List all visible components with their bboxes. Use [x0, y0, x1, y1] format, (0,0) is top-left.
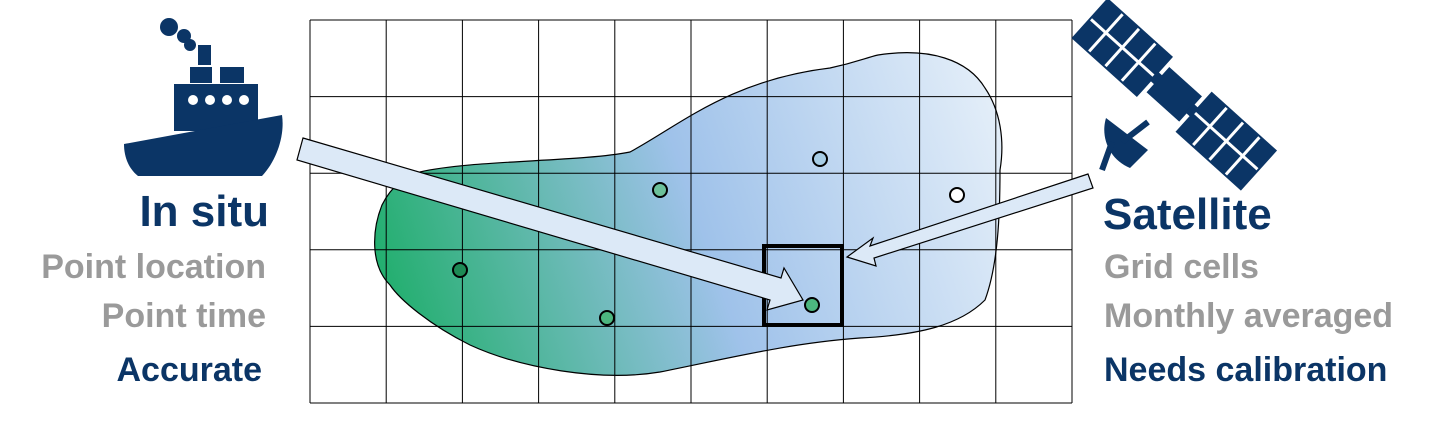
ship-portholes [188, 95, 249, 105]
satellite-needs-calibration: Needs calibration [1104, 351, 1388, 389]
in-situ-point-time: Point time [101, 297, 266, 335]
point-green [599, 310, 615, 326]
ship-icon [124, 18, 283, 176]
point-white [949, 187, 965, 203]
satellite-monthly-averaged: Monthly averaged [1104, 297, 1394, 335]
satellite-icon [1071, 0, 1278, 191]
point-in-cell [804, 297, 820, 313]
point-light-blue [812, 151, 828, 167]
point-teal [652, 182, 668, 198]
satellite-grid-cells: Grid cells [1104, 248, 1259, 286]
in-situ-accurate: Accurate [116, 351, 262, 389]
satellite-arrow [845, 173, 1094, 267]
lake-area [374, 52, 1003, 376]
point-dark-green [452, 262, 468, 278]
grid [309, 19, 1073, 404]
in-situ-title: In situ [139, 187, 269, 236]
in-situ-point-location: Point location [41, 248, 266, 286]
in-situ-arrow [296, 137, 804, 311]
satellite-title: Satellite [1103, 190, 1272, 239]
